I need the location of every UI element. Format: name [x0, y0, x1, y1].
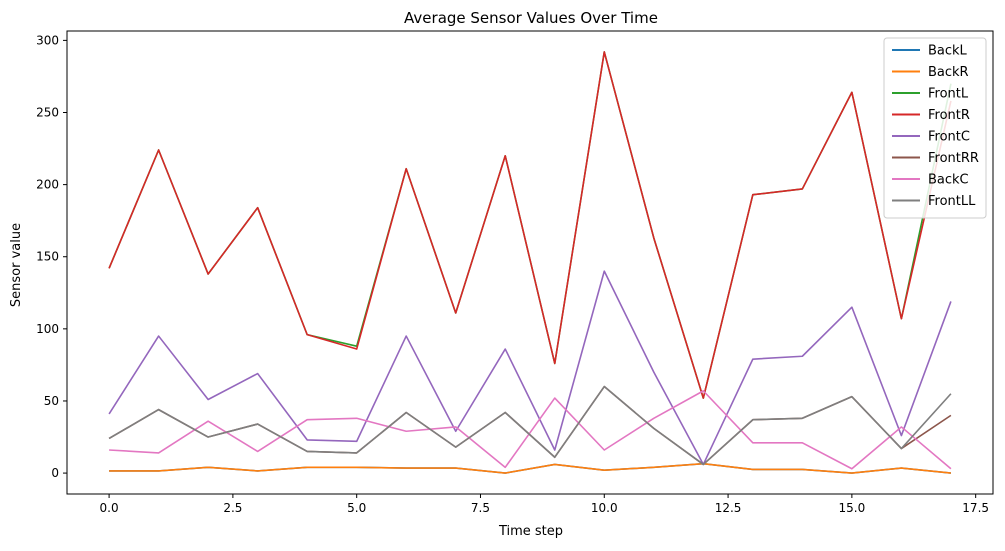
series-lines: [108, 51, 952, 474]
legend-label: FrontLL: [928, 194, 976, 209]
legend-box: [883, 37, 987, 219]
x-axis-label: Time step: [498, 524, 563, 539]
legend: BackL BackR FrontL FrontR FrontC FrontRR BackC…: [883, 37, 987, 219]
y-axis-ticks: 0 50 100 150 200 250 300: [36, 33, 67, 480]
legend-label: FrontRR: [928, 151, 979, 166]
y-tick-label: 150: [36, 250, 59, 264]
x-tick-label: 0.0: [100, 501, 119, 515]
series-line-frontr: [108, 51, 952, 399]
x-tick-label: 7.5: [471, 501, 490, 515]
x-tick-label: 5.0: [347, 501, 366, 515]
series-line-frontll: [108, 385, 952, 466]
x-tick-label: 2.5: [223, 501, 242, 515]
x-tick-label: 15.0: [839, 501, 866, 515]
legend-label: BackL: [928, 44, 968, 59]
y-tick-label: 300: [36, 33, 59, 47]
x-tick-label: 10.0: [591, 501, 618, 515]
legend-label: FrontR: [928, 108, 970, 123]
y-tick-label: 50: [44, 394, 59, 408]
y-tick-label: 0: [51, 466, 59, 480]
series-line-backr: [109, 462, 951, 474]
y-tick-label: 250: [36, 105, 59, 119]
x-axis-ticks: 0.0 2.5 5.0 7.5 10.0 12.5 15.0 17.5: [100, 494, 989, 515]
legend-label: FrontL: [928, 87, 969, 102]
legend-label: FrontC: [928, 130, 970, 145]
series-line-frontc: [108, 270, 952, 466]
y-tick-label: 200: [36, 178, 59, 192]
series-line-backc: [109, 390, 952, 470]
chart-title: Average Sensor Values Over Time: [404, 9, 658, 27]
y-tick-label: 100: [36, 322, 59, 336]
x-tick-label: 12.5: [715, 501, 742, 515]
legend-label: BackC: [928, 173, 969, 188]
y-axis-label: Sensor value: [9, 223, 24, 307]
x-tick-label: 17.5: [962, 501, 989, 515]
legend-label: BackR: [928, 65, 969, 80]
axes-frame: [66, 30, 994, 495]
